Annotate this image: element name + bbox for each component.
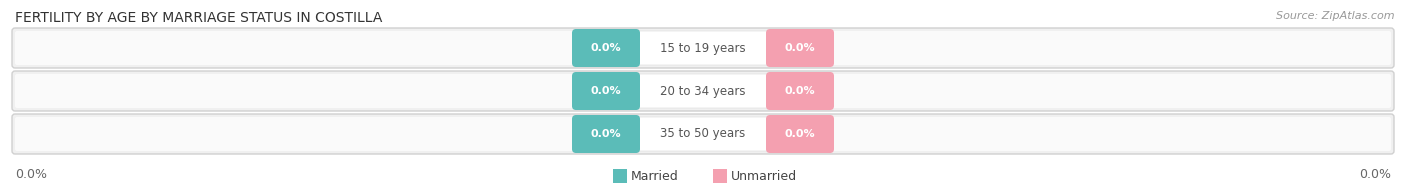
FancyBboxPatch shape bbox=[713, 169, 727, 183]
FancyBboxPatch shape bbox=[766, 115, 834, 153]
Text: 0.0%: 0.0% bbox=[1360, 168, 1391, 181]
Text: Married: Married bbox=[631, 170, 679, 182]
Text: 0.0%: 0.0% bbox=[785, 129, 815, 139]
FancyBboxPatch shape bbox=[636, 31, 770, 65]
Text: 0.0%: 0.0% bbox=[785, 86, 815, 96]
Text: 0.0%: 0.0% bbox=[785, 43, 815, 53]
FancyBboxPatch shape bbox=[572, 115, 640, 153]
FancyBboxPatch shape bbox=[766, 29, 834, 67]
FancyBboxPatch shape bbox=[636, 117, 770, 151]
Text: FERTILITY BY AGE BY MARRIAGE STATUS IN COSTILLA: FERTILITY BY AGE BY MARRIAGE STATUS IN C… bbox=[15, 11, 382, 25]
Text: 0.0%: 0.0% bbox=[15, 168, 46, 181]
Text: Source: ZipAtlas.com: Source: ZipAtlas.com bbox=[1277, 11, 1395, 21]
Text: 0.0%: 0.0% bbox=[591, 43, 621, 53]
FancyBboxPatch shape bbox=[15, 31, 1391, 65]
FancyBboxPatch shape bbox=[15, 117, 1391, 151]
FancyBboxPatch shape bbox=[13, 114, 1393, 154]
Text: 35 to 50 years: 35 to 50 years bbox=[661, 128, 745, 141]
FancyBboxPatch shape bbox=[13, 28, 1393, 68]
FancyBboxPatch shape bbox=[636, 74, 770, 108]
FancyBboxPatch shape bbox=[15, 74, 1391, 108]
Text: 15 to 19 years: 15 to 19 years bbox=[661, 42, 745, 54]
FancyBboxPatch shape bbox=[13, 71, 1393, 111]
Text: 0.0%: 0.0% bbox=[591, 129, 621, 139]
Text: Unmarried: Unmarried bbox=[731, 170, 797, 182]
Text: 20 to 34 years: 20 to 34 years bbox=[661, 84, 745, 97]
FancyBboxPatch shape bbox=[766, 72, 834, 110]
Text: 0.0%: 0.0% bbox=[591, 86, 621, 96]
FancyBboxPatch shape bbox=[613, 169, 627, 183]
FancyBboxPatch shape bbox=[572, 72, 640, 110]
FancyBboxPatch shape bbox=[572, 29, 640, 67]
